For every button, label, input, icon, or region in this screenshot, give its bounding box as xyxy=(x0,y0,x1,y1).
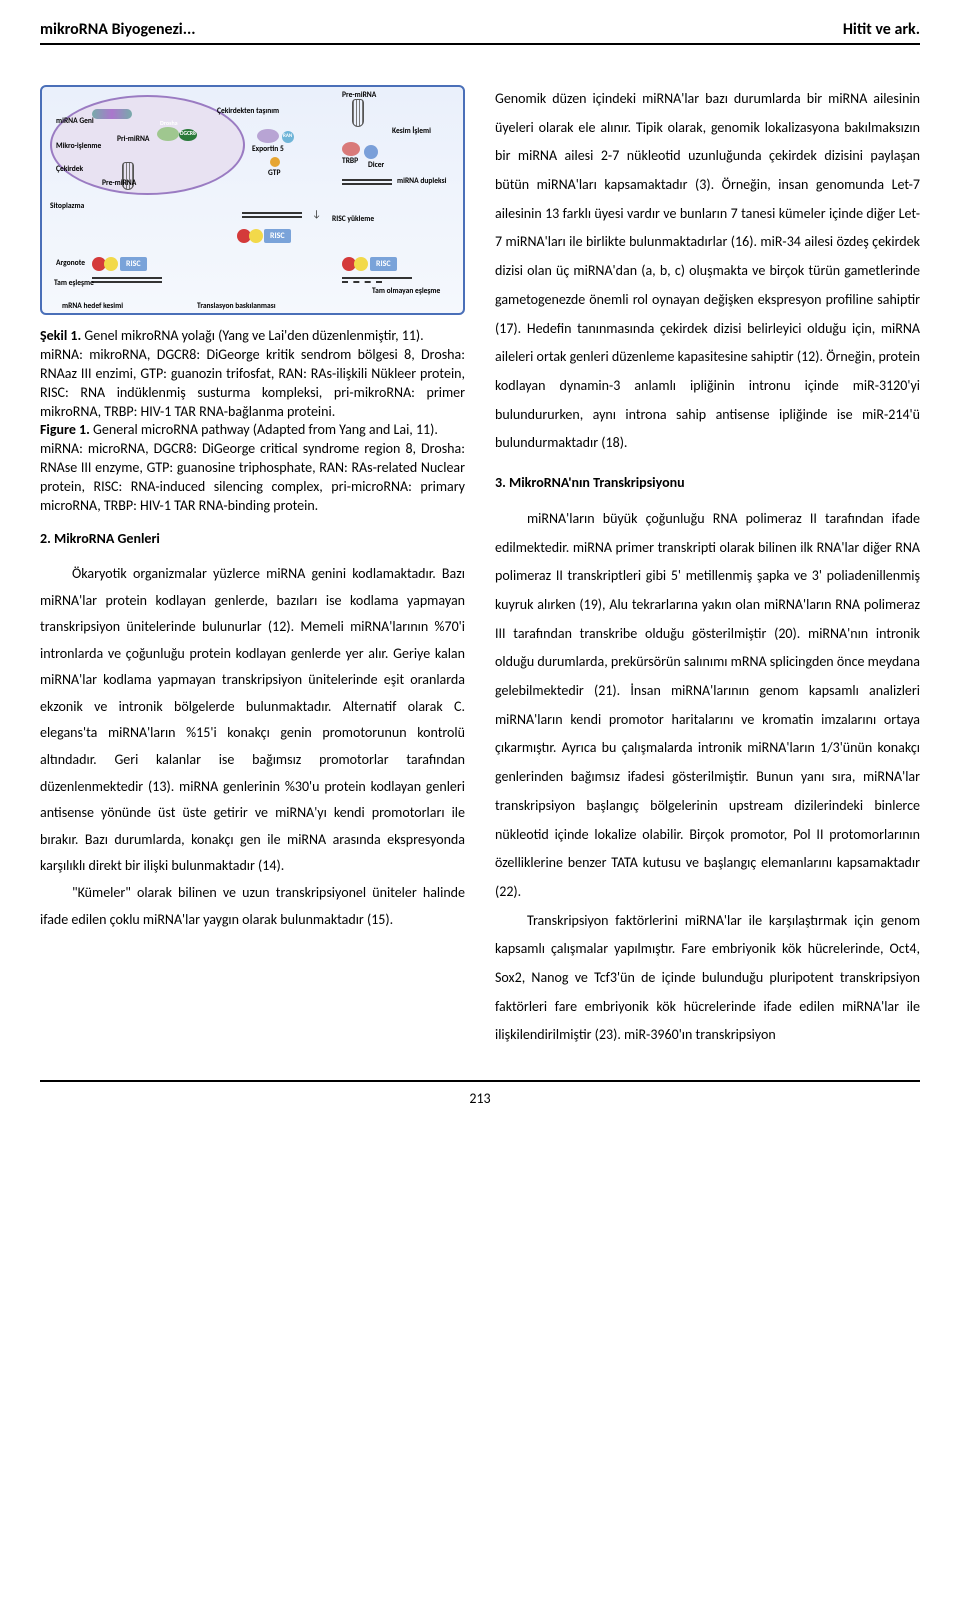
left-column: miRNA Geni Mikro-işlenme Pri-miRNA Drosh… xyxy=(40,85,465,1050)
fig-label-pre-mirna-left: Pre-miRNA xyxy=(102,179,136,188)
fig-label-dicer: Dicer xyxy=(368,161,384,170)
fig-label-gtp: GTP xyxy=(268,169,280,178)
header-left: mikroRNA Biyogenezi... xyxy=(40,20,196,39)
fig-label-tam-olmayan: Tam olmayan eşleşme xyxy=(372,287,440,296)
fig-label-sitoplazma: Sitoplazma xyxy=(50,202,84,211)
fig-label-pri-mirna: Pri-miRNA xyxy=(117,135,149,144)
section-2-p2: "Kümeler" olarak bilinen ve uzun transkr… xyxy=(40,880,465,933)
fig-label-exportin: Exportin 5 xyxy=(252,145,284,154)
fig-label-tam-eslesme: Tam eşleşme xyxy=(54,279,94,288)
right-column: Genomik düzen içindeki miRNA'lar bazı du… xyxy=(495,85,920,1050)
fig-label-risc-yukleme: RISC yükleme xyxy=(332,215,374,224)
header-right: Hitit ve ark. xyxy=(843,20,920,39)
section-2-p1: Ökaryotik organizmalar yüzlerce miRNA ge… xyxy=(40,561,465,880)
footer: 213 xyxy=(40,1080,920,1107)
section-2-title: 2. MikroRNA Genleri xyxy=(40,530,465,547)
fig-label-drosha: Drosha xyxy=(160,119,178,127)
fig-label-risc-right: RISC xyxy=(370,257,397,271)
figure-caption: Şekil 1. Genel mikroRNA yolağı (Yang ve … xyxy=(40,327,465,516)
figure-1-desc: miRNA: microRNA, DGCR8: DiGeorge critica… xyxy=(40,440,465,514)
sekil-1-bold: Şekil 1. xyxy=(40,327,81,344)
fig-label-risc-center: RISC xyxy=(264,229,291,243)
fig-label-pre-mirna-top: Pre-miRNA xyxy=(342,91,376,100)
figure-1-diagram: miRNA Geni Mikro-işlenme Pri-miRNA Drosh… xyxy=(40,85,465,315)
fig-label-argonote: Argonote xyxy=(56,259,85,268)
fig-label-risc-left: RISC xyxy=(120,257,147,271)
fig-label-ran: RAN xyxy=(283,133,292,139)
figure-1-bold: Figure 1. xyxy=(40,421,90,438)
fig-label-cekirdek: Çekirdek xyxy=(56,165,83,174)
fig-label-mikro-islenme: Mikro-işlenme xyxy=(56,142,101,151)
two-column-body: miRNA Geni Mikro-işlenme Pri-miRNA Drosh… xyxy=(40,85,920,1050)
fig-label-mirna-geni: miRNA Geni xyxy=(56,117,94,126)
section-3-title: 3. MikroRNA'nın Transkripsiyonu xyxy=(495,474,920,491)
fig-label-trbp: TRBP xyxy=(342,157,358,166)
fig-label-translasyon: Translasyon baskılanması xyxy=(197,302,276,311)
sekil-1-text: Genel mikroRNA yolağı (Yang ve Lai'den d… xyxy=(81,327,423,344)
fig-label-kesim-hedef: mRNA hedef kesimi xyxy=(62,302,123,311)
page-header: mikroRNA Biyogenezi... Hitit ve ark. xyxy=(40,20,920,45)
fig-label-cekirdekten: Çekirdekten taşınım xyxy=(217,107,279,116)
fig-label-kesim: Kesim İşlemi xyxy=(392,127,431,136)
right-p1: Genomik düzen içindeki miRNA'lar bazı du… xyxy=(495,85,920,458)
page-number: 213 xyxy=(469,1090,490,1107)
section-3-p2: Transkripsiyon faktörlerini miRNA'lar il… xyxy=(495,907,920,1050)
sekil-1-desc: miRNA: mikroRNA, DGCR8: DiGeorge kritik … xyxy=(40,346,465,420)
fig-label-dupleks: miRNA dupleksi xyxy=(397,177,446,186)
fig-label-dgcr8: DGCR8 xyxy=(180,131,196,137)
section-3-p1: miRNA'ların büyük çoğunluğu RNA polimera… xyxy=(495,505,920,907)
figure-1-text: General microRNA pathway (Adapted from Y… xyxy=(90,421,438,438)
